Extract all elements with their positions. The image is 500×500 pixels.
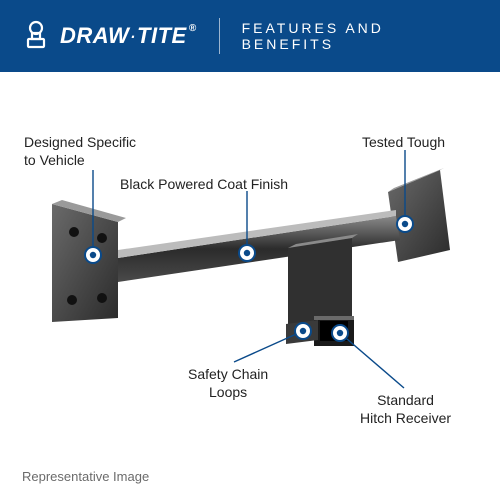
brand-text: DRAW·TITE®	[60, 23, 197, 49]
callout-line: Hitch Receiver	[360, 410, 451, 428]
header-bar: DRAW·TITE® FEATURES AND BENEFITS	[0, 0, 500, 72]
brand-prefix: DRAW	[60, 23, 129, 48]
callout-line: Designed Specific	[24, 134, 136, 152]
header-divider	[219, 18, 220, 54]
callout-receiver: Standard Hitch Receiver	[360, 392, 451, 427]
callout-line: Safety Chain	[188, 366, 268, 384]
callout-finish: Black Powered Coat Finish	[120, 176, 288, 194]
callout-line: Black Powered Coat Finish	[120, 176, 288, 194]
callout-safety: Safety Chain Loops	[188, 366, 268, 401]
callout-line: Tested Tough	[362, 134, 445, 152]
callout-designed: Designed Specific to Vehicle	[24, 134, 136, 169]
callout-line: to Vehicle	[24, 152, 136, 170]
callout-tested: Tested Tough	[362, 134, 445, 152]
callout-line: Loops	[188, 384, 268, 402]
footer-note: Representative Image	[22, 469, 149, 484]
brand-suffix: TITE	[137, 23, 187, 48]
brand-logo: DRAW·TITE®	[22, 20, 197, 52]
callout-line: Standard	[360, 392, 451, 410]
hitch-ball-icon	[22, 20, 50, 52]
header-title: FEATURES AND BENEFITS	[242, 20, 478, 52]
diagram-body: Designed Specific to Vehicle Black Power…	[0, 72, 500, 500]
